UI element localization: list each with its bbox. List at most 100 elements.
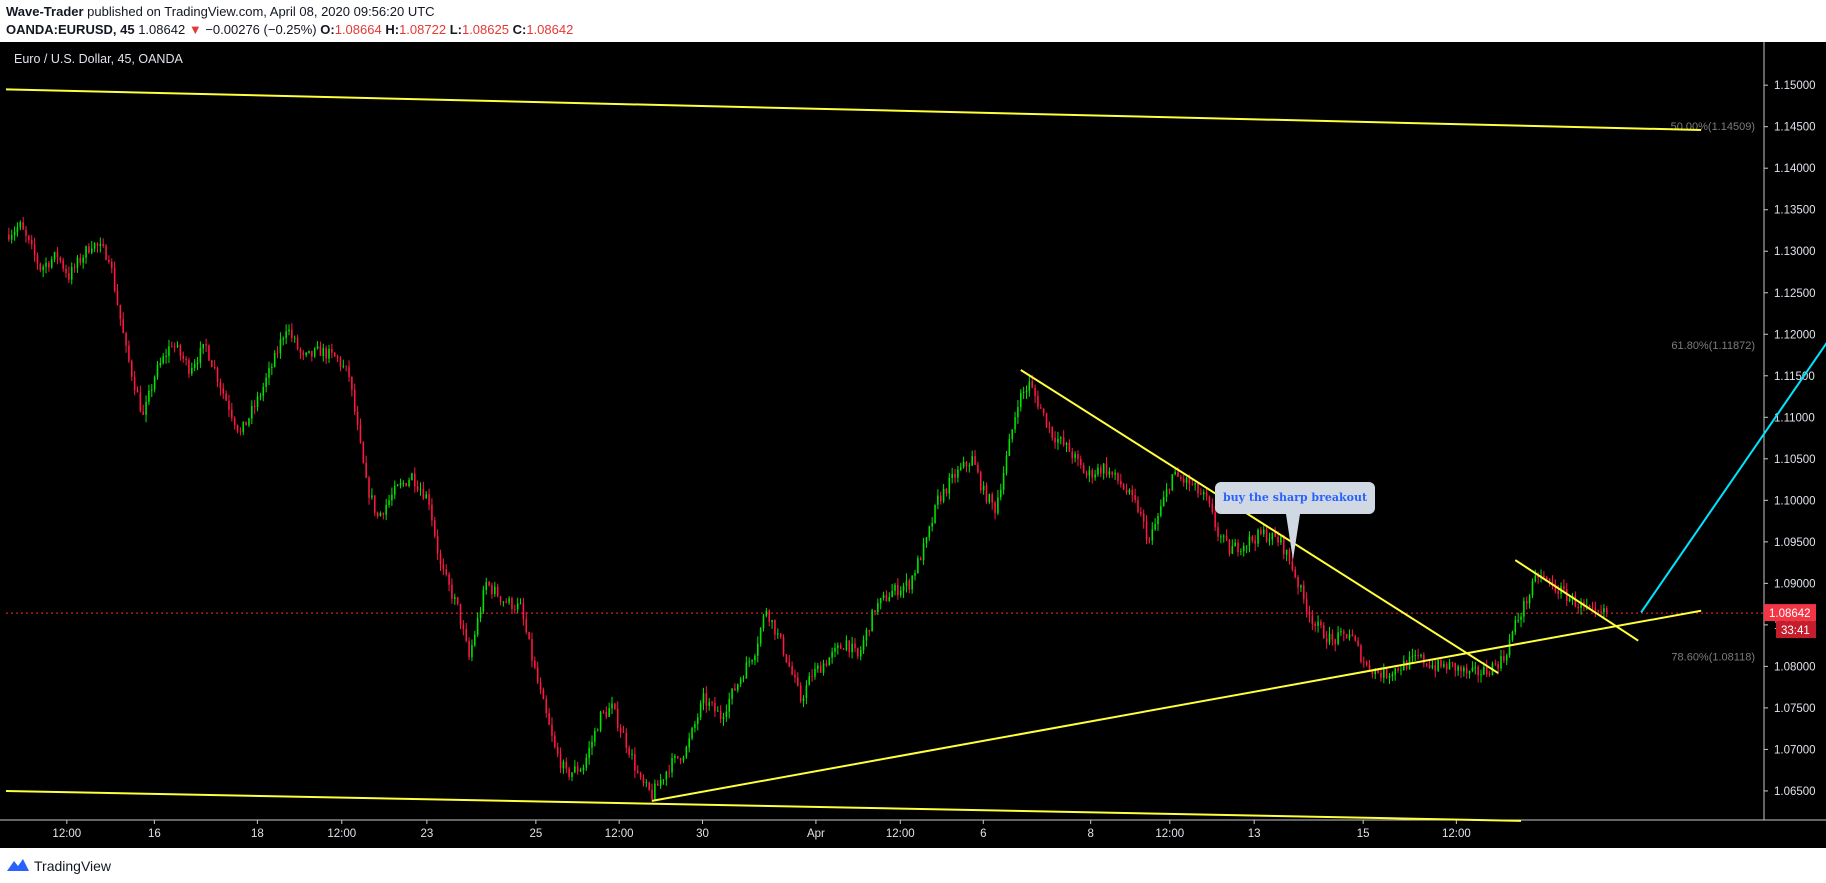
- candle-body: [356, 411, 359, 425]
- candle-body: [628, 747, 630, 755]
- candle-body: [1480, 674, 1482, 676]
- tradingview-logo-icon[interactable]: [6, 857, 30, 873]
- candle-body: [1188, 478, 1191, 485]
- candle-body: [722, 716, 725, 719]
- candle-body: [36, 254, 39, 264]
- candle-body: [1242, 545, 1245, 552]
- candle-body: [396, 485, 399, 487]
- candle-body: [191, 367, 193, 374]
- candle-body: [468, 640, 470, 658]
- candle-body: [968, 465, 971, 467]
- candle-body: [819, 665, 822, 673]
- callout-note[interactable]: buy the sharp breakout: [1215, 482, 1375, 514]
- candle-body: [574, 766, 576, 773]
- candle-body: [491, 585, 493, 594]
- candle-body: [997, 497, 999, 514]
- candle-body: [751, 660, 753, 662]
- candle-body: [1142, 513, 1145, 522]
- candle-body: [362, 442, 365, 463]
- candle-body: [654, 783, 656, 800]
- candle-body: [1594, 608, 1597, 611]
- candle-body: [1503, 656, 1505, 661]
- candle-body: [768, 610, 771, 622]
- candle-body: [62, 260, 64, 269]
- candle-body: [1160, 506, 1162, 516]
- candle-body: [1365, 662, 1368, 665]
- candle-body: [559, 753, 562, 769]
- candle-body: [1005, 456, 1008, 473]
- candle-body: [136, 390, 139, 393]
- candle-body: [1200, 493, 1202, 495]
- candle-body: [365, 462, 367, 478]
- candle-body: [696, 717, 699, 724]
- candle-body: [991, 494, 993, 503]
- x-tick-label: 12:00: [1442, 828, 1471, 840]
- candle-body: [659, 780, 662, 786]
- candle-body: [253, 406, 256, 408]
- candle-body: [19, 222, 22, 228]
- ohlc-legend: OANDA:EURUSD, 45 1.08642 ▼ −0.00276 (−0.…: [6, 22, 573, 37]
- candle-body: [1385, 669, 1388, 678]
- candle-body: [348, 366, 350, 378]
- candle-body: [622, 731, 625, 733]
- candle-body: [1171, 474, 1174, 491]
- candle-body: [239, 431, 242, 433]
- candle-body: [359, 424, 362, 443]
- candle-body: [1520, 616, 1522, 621]
- candle-body: [299, 348, 302, 353]
- candle-body: [271, 366, 273, 368]
- close-value: 1.08642: [526, 22, 574, 37]
- candle-body: [1091, 470, 1094, 478]
- price-chart[interactable]: 1.15000 1.14500 1.14000 1.13500 1.13000 1.125…: [0, 42, 1826, 848]
- candle-body: [1154, 524, 1156, 530]
- candle-body: [982, 485, 985, 491]
- candle-body: [285, 331, 287, 339]
- candle-body: [302, 352, 305, 355]
- candle-body: [762, 615, 765, 629]
- y-tick-label: 1.11500: [1774, 371, 1815, 383]
- candle-body: [1120, 480, 1122, 485]
- candle-body: [256, 396, 259, 408]
- candle-body: [171, 346, 173, 348]
- candle-body: [1077, 453, 1079, 459]
- candle-body: [925, 537, 928, 544]
- x-tick-label: Apr: [807, 828, 825, 840]
- candle-body: [156, 365, 159, 378]
- candle-body: [1565, 589, 1568, 601]
- candle-body: [1314, 623, 1316, 626]
- candle-body: [1257, 529, 1259, 544]
- candle-body: [799, 685, 802, 702]
- candle-body: [442, 564, 445, 570]
- candle-body: [1254, 540, 1256, 544]
- y-tick-label: 1.12500: [1774, 288, 1816, 300]
- tradingview-brand[interactable]: TradingView: [34, 858, 112, 874]
- candle-body: [416, 486, 419, 490]
- candle-body: [708, 702, 710, 706]
- candle-body: [702, 693, 705, 704]
- trendline-lower-channel: [5, 789, 1522, 822]
- candle-body: [1551, 581, 1554, 584]
- candle-body: [1097, 467, 1099, 475]
- chart-area[interactable]: 1.15000 1.14500 1.14000 1.13500 1.13000 1.125…: [0, 42, 1826, 848]
- candle-body: [251, 406, 253, 419]
- fib-level-label: 78.60%(1.08118): [1671, 652, 1755, 664]
- candle-body: [731, 688, 733, 699]
- candle-body: [1577, 606, 1579, 608]
- chart-title: Euro / U.S. Dollar, 45, OANDA: [14, 52, 183, 66]
- candle-body: [759, 628, 762, 644]
- candle-body: [682, 757, 685, 761]
- candle-body: [1325, 638, 1328, 643]
- candle-body: [30, 240, 33, 245]
- candle-body: [851, 643, 853, 653]
- candle-body: [1511, 631, 1514, 640]
- candle-body: [1337, 632, 1339, 645]
- candle-body: [268, 367, 270, 378]
- candle-body: [1448, 662, 1451, 670]
- author-name[interactable]: Wave-Trader: [6, 4, 84, 19]
- candle-body: [99, 244, 102, 246]
- candle-body: [1545, 577, 1548, 580]
- candle-body: [1111, 471, 1114, 475]
- candle-body: [1048, 426, 1051, 428]
- candle-body: [259, 395, 262, 397]
- candle-body: [1145, 521, 1148, 540]
